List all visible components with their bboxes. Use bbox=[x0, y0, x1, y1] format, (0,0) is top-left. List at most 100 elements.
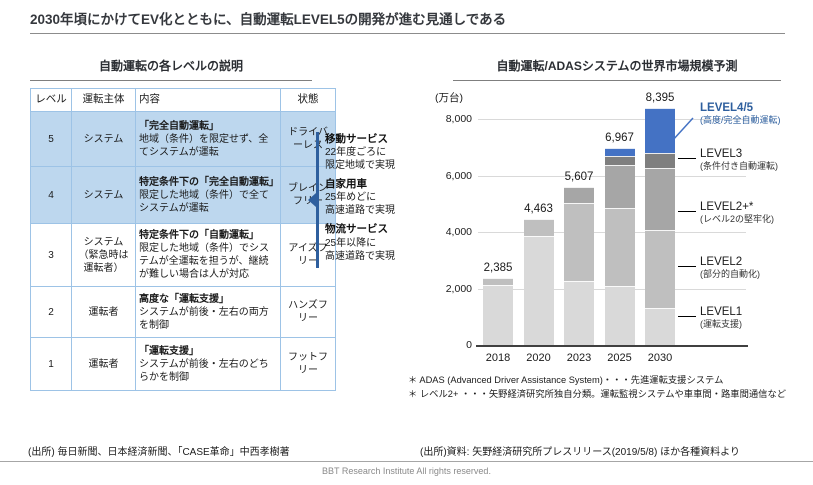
legend-name: LEVEL4/5 bbox=[700, 102, 754, 114]
page-title: 2030年頃にかけてEV化とともに、自動運転LEVEL5の開発が進む見通しである bbox=[30, 12, 507, 27]
annotation-item-line: 限定地域で実現 bbox=[325, 160, 395, 172]
cell-content-text: システムが前後・左右のどちらかを制御 bbox=[139, 358, 269, 383]
x-tick-label-2025: 2025 bbox=[607, 352, 632, 364]
bar-2018-LEVEL1 bbox=[483, 284, 513, 345]
col-header-state: 状態 bbox=[280, 88, 336, 112]
bar-2025-LEVEL3 bbox=[604, 155, 635, 165]
bar-2020-LEVEL2 bbox=[523, 218, 554, 236]
bar-2025-LEVEL1 bbox=[604, 285, 635, 345]
legend-sub: (高度/完全自動運転) bbox=[700, 115, 781, 126]
bar-2025-LEVEL2 bbox=[604, 207, 635, 286]
legend-sub: (運転支援) bbox=[700, 319, 742, 330]
bar-2030-LEVEL1 bbox=[645, 308, 675, 345]
legend-name: LEVEL1 bbox=[700, 306, 743, 318]
bar-2023-LEVEL2+* bbox=[564, 186, 594, 204]
cell-content-text: 限定した地域（条件）でシステムが全運転を担うが、継続が難しい場合は人が対応 bbox=[139, 243, 269, 280]
cell-actor: システム（緊急時は運転者） bbox=[71, 223, 136, 287]
annotation-items: 移動サービス 22年度ごろに 限定地域で実現 自家用車 25年めどに 高速道路で実現 物流サ… bbox=[319, 132, 395, 268]
chart-section-title: 自動運転/ADASシステムの世界市場規模予測 bbox=[453, 57, 781, 81]
footer-copyright: BBT Research Institute All rights reserv… bbox=[322, 466, 491, 476]
level-row-3: 3 システム（緊急時は運転者） 特定条件下の「自動運転」限定した地域（条件）でシステ… bbox=[30, 223, 336, 287]
bar-2030-LEVEL2+* bbox=[645, 168, 675, 230]
bar-2030-LEVEL3 bbox=[645, 153, 675, 169]
y-tick-label-0: 0 bbox=[466, 339, 472, 351]
title-divider bbox=[30, 33, 785, 34]
x-axis-line bbox=[476, 345, 748, 347]
x-tick-label-2023: 2023 bbox=[566, 352, 592, 364]
annotation-item-title: 物流サービス bbox=[325, 223, 388, 236]
bar-total-2030: 8,395 bbox=[645, 91, 675, 104]
footnote-1: ＊ ADAS (Advanced Driver Assistance Syste… bbox=[408, 375, 724, 385]
cell-content: 「運転支援」 システムが前後・左右のどちらかを制御 bbox=[135, 337, 281, 391]
bar-2018-LEVEL2 bbox=[483, 277, 513, 285]
annotation-item-line: 25年以降に bbox=[325, 237, 377, 249]
cell-content: 特定条件下の「完全自動運転」 限定した地域（条件）で全てシステムが運転 bbox=[135, 166, 281, 224]
legend-LEVEL4/5: LEVEL4/5 (高度/完全自動運転) bbox=[700, 102, 812, 126]
bar-2030-LEVEL4/5 bbox=[645, 107, 675, 154]
source-right: (出所)資料: 矢野経済研究所プレスリリース(2019/5/8) ほか各種資料よ… bbox=[420, 447, 740, 458]
bar-total-2020: 4,463 bbox=[524, 202, 553, 215]
bar-2023-LEVEL2 bbox=[564, 203, 594, 281]
legend-LEVEL2: LEVEL2 (部分的自動化) bbox=[700, 256, 812, 280]
legend-name: LEVEL2 bbox=[700, 256, 743, 268]
legend-connector-line bbox=[678, 158, 696, 159]
col-header-level: レベル bbox=[30, 88, 72, 112]
autonomy-levels-table: レベル 運転主体 内容 状態 5 システム 「完全自動運転」 地域（条件）を限定せず、… bbox=[30, 88, 336, 391]
bar-total-2018: 2,385 bbox=[483, 261, 513, 274]
legend-connector-line bbox=[678, 266, 696, 267]
col-header-actor: 運転主体 bbox=[71, 88, 136, 112]
cell-level: 4 bbox=[30, 166, 72, 224]
cell-content-text: 限定した地域（条件）で全てシステムが運転 bbox=[139, 189, 269, 214]
chart-footnotes: ＊ ADAS (Advanced Driver Assistance Syste… bbox=[408, 374, 808, 402]
y-axis-unit-label: (万台) bbox=[435, 92, 463, 104]
legend-LEVEL1: LEVEL1 (運転支援) bbox=[700, 306, 812, 330]
cell-state: ハンズフリー bbox=[280, 286, 336, 338]
bar-2025-LEVEL4/5 bbox=[604, 148, 635, 156]
cell-content-text: システムが前後・左右の両方を制御 bbox=[139, 306, 269, 331]
cell-content-text: 地域（条件）を限定せず、全てシステムが運転 bbox=[139, 133, 269, 158]
annotation-item-title: 移動サービス bbox=[325, 133, 388, 145]
cell-level: 1 bbox=[30, 337, 72, 391]
level-row-1: 1 運転者 「運転支援」 システムが前後・左右のどちらかを制御 フットフリー bbox=[30, 337, 336, 391]
y-tick-label-2000: 2,000 bbox=[445, 282, 472, 295]
cell-state: フットフリー bbox=[280, 337, 336, 391]
annotation-item-line: 25年めどに bbox=[325, 192, 377, 204]
x-tick-label-2030: 2030 bbox=[647, 352, 673, 364]
bar-total-2025: 6,967 bbox=[605, 132, 634, 145]
table-section-title: 自動運転の各レベルの説明 bbox=[30, 57, 312, 81]
bar-2023-LEVEL1 bbox=[564, 280, 594, 345]
levels-table-body: 5 システム 「完全自動運転」 地域（条件）を限定せず、全てシステムが運転 ドライバーレ… bbox=[30, 111, 336, 391]
level-row-4: 4 システム 特定条件下の「完全自動運転」 限定した地域（条件）で全てシステムが運転ブ… bbox=[30, 166, 336, 224]
cell-level: 5 bbox=[30, 111, 72, 167]
legend-sub: (条件付き自動運転) bbox=[700, 161, 778, 172]
legend-diagonal-connector bbox=[661, 117, 694, 153]
annotation-item-3: 物流サービス 25年以降に 高速道路で実現 bbox=[325, 222, 395, 262]
y-tick-label-8000: 8,000 bbox=[445, 113, 472, 125]
y-tick-label-4000: 4,000 bbox=[445, 226, 472, 238]
legend-sub: (レベル2の堅牢化) bbox=[700, 214, 774, 225]
cell-content: 特定条件下の「自動運転」限定した地域（条件）でシステムが全運転を担うが、継続が難… bbox=[135, 223, 281, 287]
annotation-block: 移動サービス 22年度ごろに 限定地域で実現 自家用車 25年めどに 高速道路で実現 物流サ… bbox=[308, 132, 442, 268]
col-header-content: 内容 bbox=[135, 88, 281, 112]
annotation-item-line: 高速道路で実現 bbox=[325, 205, 395, 217]
source-left: (出所) 毎日新聞、日本経済新聞、「CASE革命」中西孝樹著 bbox=[28, 447, 290, 458]
footnote-2: ＊ レベル2+ ・・・矢野経済研究所独自分類。運転監視システムや車車間・路車間通… bbox=[408, 388, 787, 399]
annotation-bracket-bar bbox=[308, 132, 319, 268]
cell-level: 3 bbox=[30, 223, 72, 287]
legend-connector-line bbox=[678, 316, 696, 317]
bar-2025-LEVEL2+* bbox=[604, 164, 635, 208]
cell-content-heading: 特定条件下の「自動運転」 bbox=[139, 230, 259, 241]
level-row-5: 5 システム 「完全自動運転」 地域（条件）を限定せず、全てシステムが運転 ドライバーレ… bbox=[30, 111, 336, 167]
bar-2030-LEVEL2 bbox=[645, 229, 675, 309]
legend-LEVEL2+*: LEVEL2+* (レベル2の堅牢化) bbox=[700, 201, 812, 225]
cell-actor: 運転者 bbox=[71, 286, 136, 338]
cell-content: 高度な「運転支援」 システムが前後・左右の両方を制御 bbox=[135, 286, 281, 338]
annotation-item-line: 22年度ごろに bbox=[325, 147, 387, 159]
bar-total-2023: 5,607 bbox=[564, 170, 594, 183]
cell-state: ドライバーレス bbox=[280, 111, 336, 167]
annotation-item-title: 自家用車 bbox=[325, 178, 367, 191]
cell-content: 「完全自動運転」 地域（条件）を限定せず、全てシステムが運転 bbox=[135, 111, 281, 167]
cell-actor: 運転者 bbox=[71, 337, 136, 391]
level-row-2: 2 運転者 高度な「運転支援」 システムが前後・左右の両方を制御 ハンズフリー bbox=[30, 286, 336, 338]
legend-name: LEVEL3 bbox=[700, 148, 743, 160]
